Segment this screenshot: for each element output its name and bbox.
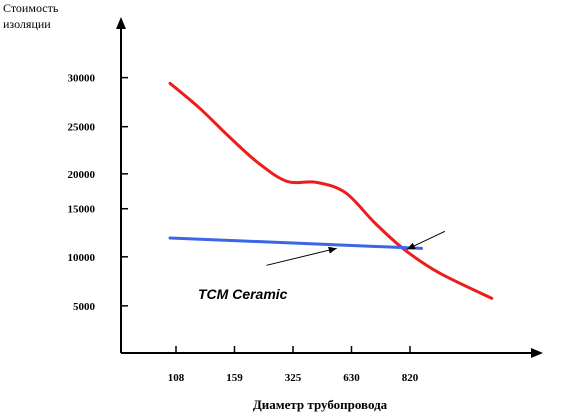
series-line-2 xyxy=(168,236,424,250)
y-tick-label: 15000 xyxy=(68,204,96,216)
y-tick-label: 10000 xyxy=(68,252,96,264)
x-axis-title: Диаметр трубопровода xyxy=(253,397,388,412)
y-tick-label: 5000 xyxy=(73,301,96,313)
annotation-arrowhead xyxy=(328,246,337,254)
series-line-1 xyxy=(168,81,494,300)
x-tick-label: 325 xyxy=(285,372,302,384)
annotation-arrow-line xyxy=(266,247,337,266)
x-ticks: 108 159 325 630 820 xyxy=(168,346,419,384)
y-axis-title-line-1: Стоимость xyxy=(3,1,59,15)
x-tick-label: 630 xyxy=(343,372,360,384)
y-ticks: 30000 25000 20000 15000 10000 5000 xyxy=(68,73,128,313)
x-tick-label: 820 xyxy=(402,372,419,384)
x-tick-label: 108 xyxy=(168,372,185,384)
y-tick-label: 25000 xyxy=(68,122,96,134)
series-layer xyxy=(168,81,494,300)
x-axis-arrowhead xyxy=(531,348,543,358)
annotation-arrows xyxy=(266,230,446,266)
y-tick-label: 30000 xyxy=(68,73,96,85)
annotation-arrowhead xyxy=(406,242,416,250)
y-tick-label: 20000 xyxy=(68,169,96,181)
y-axis-arrowhead xyxy=(116,17,126,29)
x-tick-label: 159 xyxy=(226,372,243,384)
annotation-label: TCM Ceramic xyxy=(198,286,288,302)
y-axis-title-line-2: изоляции xyxy=(3,17,51,31)
